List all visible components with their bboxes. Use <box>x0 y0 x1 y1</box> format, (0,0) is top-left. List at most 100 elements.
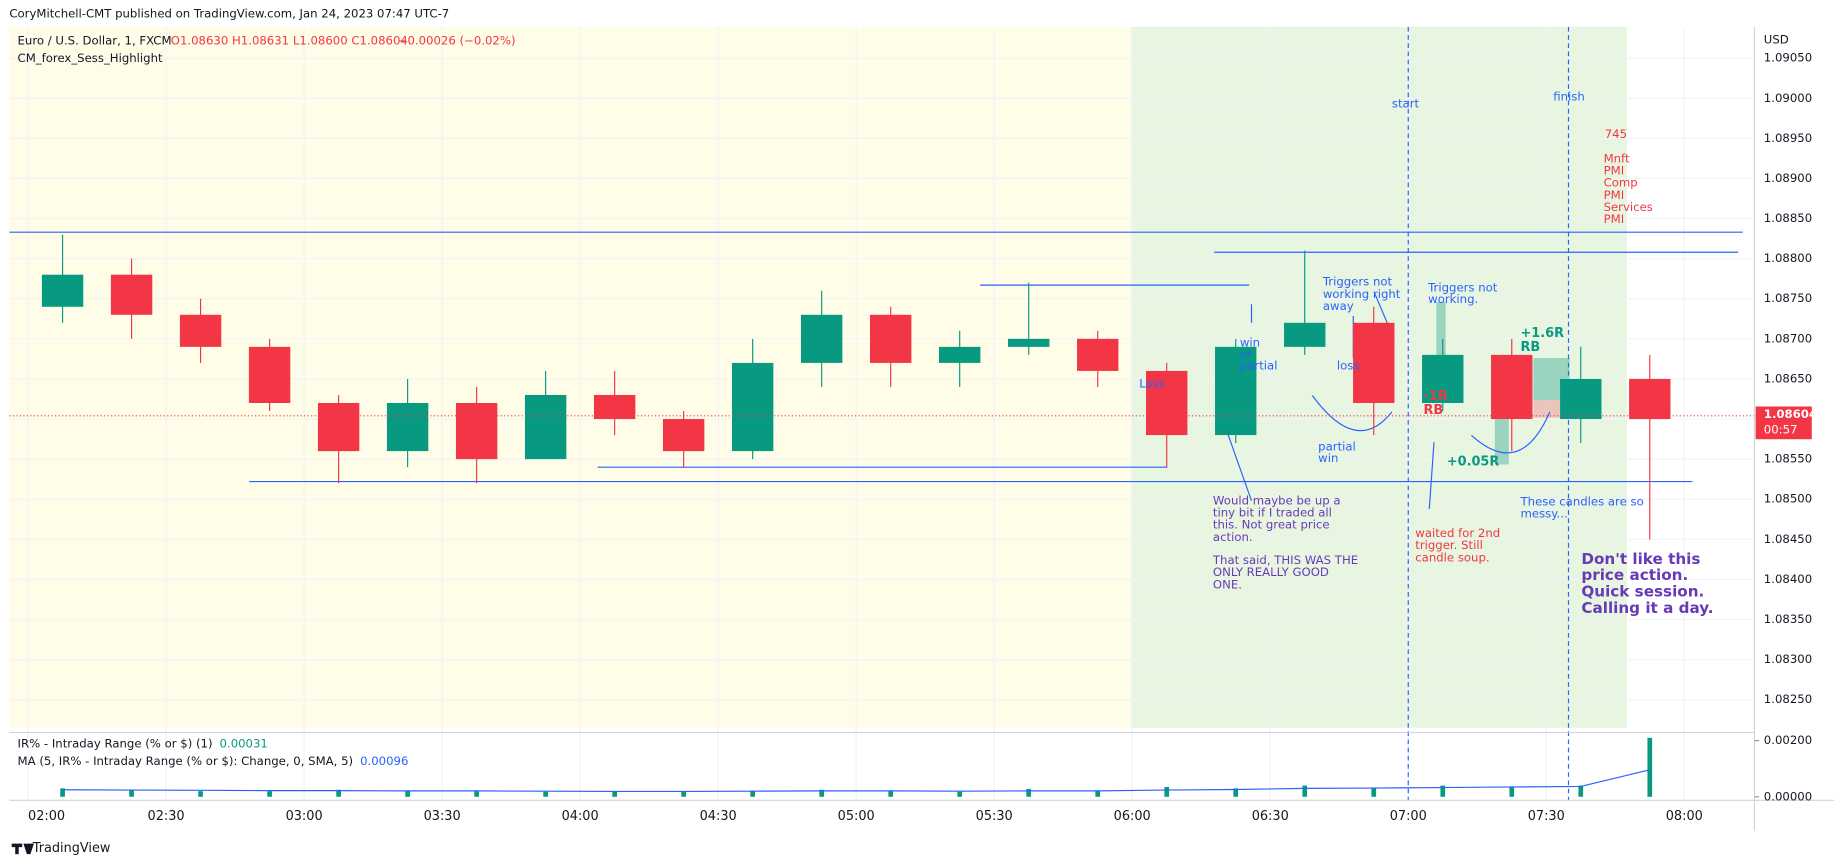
asia-session <box>9 26 1132 728</box>
candle-body <box>938 346 981 363</box>
candle-body <box>869 314 912 363</box>
legend-label: IR% - Intraday Range (% or $) (1) <box>18 737 213 751</box>
x-tick-label: 05:30 <box>976 809 1013 824</box>
y-tick-label: 1.08700 <box>1764 331 1812 345</box>
annotation: away <box>1323 299 1354 313</box>
bar <box>1095 791 1101 797</box>
y-tick-label: 1.08550 <box>1764 452 1812 466</box>
candle-body <box>455 402 498 460</box>
candle-body <box>386 402 429 452</box>
candle-body <box>179 314 222 347</box>
bar <box>405 791 410 797</box>
x-tick-label: 08:00 <box>1666 809 1703 824</box>
annotation: PMI <box>1604 188 1625 202</box>
y-tick-label: 1.08300 <box>1764 652 1812 666</box>
annotation: Don't like this <box>1581 550 1700 568</box>
candle-body <box>731 362 774 452</box>
legend-label: MA (5, IR% - Intraday Range (% or $): Ch… <box>18 754 354 768</box>
indicator-name: CM_forex_Sess_Highlight <box>18 51 163 65</box>
annotation: working. <box>1428 292 1478 306</box>
y-tick-label: 1.08950 <box>1764 131 1812 145</box>
target-zone <box>1436 301 1446 381</box>
annotation: tiny bit if I traded all <box>1213 505 1332 519</box>
annotation: win <box>1318 451 1338 465</box>
swing-curve <box>1311 395 1393 432</box>
annotation: waited for 2nd <box>1415 526 1500 540</box>
annotation: price action. <box>1581 566 1688 584</box>
x-tick-label: 03:00 <box>286 809 323 824</box>
y-tick-label: 1.08250 <box>1764 692 1812 706</box>
y-tick-label: 1.08900 <box>1764 171 1812 185</box>
annotation: start <box>1392 97 1420 111</box>
header: CoryMitchell-CMT published on TradingVie… <box>9 7 449 21</box>
legend-value: 0.00031 <box>220 737 268 751</box>
x-tick-label: 04:00 <box>562 809 599 824</box>
candle-body <box>317 402 360 452</box>
annotation: Services <box>1604 200 1653 214</box>
bar <box>267 791 272 797</box>
annotation: RB <box>1521 340 1541 355</box>
x-tick-label: 03:30 <box>424 809 461 824</box>
bar <box>474 791 479 797</box>
x-tick-label: 07:30 <box>1528 809 1565 824</box>
annotation: Mnft <box>1604 152 1630 166</box>
annotation: 745 <box>1605 127 1627 141</box>
swing-curve <box>1471 411 1551 454</box>
annotation: or <box>1240 347 1252 361</box>
annotation: partial <box>1318 439 1356 453</box>
bar <box>129 789 134 797</box>
bar <box>1164 786 1170 797</box>
y-tick-label: 0.00000 <box>1764 789 1812 803</box>
annotation: -1R <box>1423 389 1447 404</box>
candle-body <box>662 419 705 452</box>
bar <box>336 789 341 797</box>
x-tick-label: 02:00 <box>28 809 65 824</box>
bar <box>612 791 617 797</box>
y-tick-label: 1.08750 <box>1764 291 1812 305</box>
annotation: That said, THIS WAS THE <box>1212 553 1358 567</box>
annotation: finish <box>1553 90 1585 104</box>
y-tick-label: 0.00200 <box>1764 733 1812 747</box>
annotation: Comp <box>1604 176 1638 190</box>
candle-body <box>1077 338 1119 371</box>
annotation: candle soup. <box>1415 550 1489 564</box>
bar <box>1026 788 1032 797</box>
bar <box>1647 737 1653 797</box>
annotation: ONE. <box>1213 577 1242 591</box>
y-tick-label: 1.08400 <box>1764 572 1812 586</box>
candle-body <box>1491 354 1533 420</box>
candle-body <box>593 394 636 420</box>
annotation: win <box>1240 335 1260 349</box>
candle-body <box>1284 322 1326 347</box>
candle-body <box>1146 370 1188 436</box>
logo <box>11 843 34 855</box>
bar <box>543 791 548 797</box>
annotation: this. Not great price <box>1213 518 1330 532</box>
candle-body <box>41 274 84 307</box>
candle-body <box>248 346 291 403</box>
annotation: messy... <box>1521 507 1568 521</box>
x-tick-label: 04:30 <box>700 809 737 824</box>
target-zone <box>1494 409 1509 465</box>
bar <box>1509 786 1515 797</box>
annotation: Would maybe be up a <box>1213 493 1341 507</box>
annotation: partial <box>1240 359 1278 373</box>
annotation: Triggers not <box>1322 274 1393 288</box>
x-tick-label: 06:30 <box>1252 809 1289 824</box>
y-tick-label: 1.09050 <box>1764 51 1812 65</box>
annotation: ONLY REALLY GOOD <box>1213 565 1329 579</box>
annotation: Triggers not <box>1427 280 1498 294</box>
countdown: 00:57 <box>1764 422 1798 436</box>
x-tick-label: 05:00 <box>838 809 875 824</box>
bar <box>750 790 756 797</box>
candle-body <box>110 274 153 315</box>
candle-body <box>800 314 843 363</box>
y-tick-label: 1.08350 <box>1764 612 1812 626</box>
bar <box>819 789 825 797</box>
annotation: Quick session. <box>1581 583 1704 601</box>
change: −0.00026 (−0.02%) <box>398 33 516 47</box>
annotation: action. <box>1213 530 1253 544</box>
candle-body <box>524 394 567 460</box>
bar <box>1578 785 1584 797</box>
